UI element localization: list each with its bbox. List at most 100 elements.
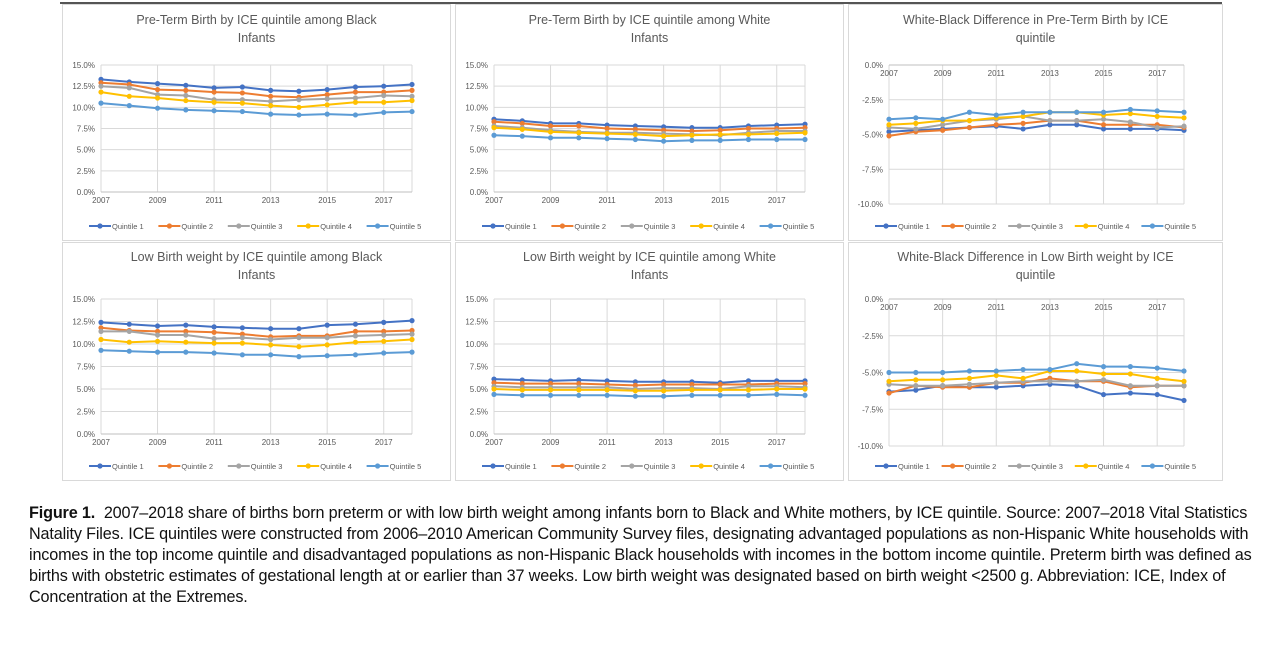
chart-title: Infants	[238, 268, 276, 282]
data-point-quintile-2	[211, 329, 217, 335]
legend-label: Quintile 4	[713, 222, 745, 231]
data-point-quintile-1	[409, 318, 415, 324]
x-tick-label: 2013	[262, 196, 280, 205]
data-point-quintile-3	[940, 383, 946, 389]
y-tick-label: 2.5%	[470, 167, 488, 176]
x-tick-label: 2015	[1095, 303, 1113, 312]
data-point-quintile-5	[1181, 109, 1187, 115]
data-point-quintile-1	[352, 84, 359, 90]
legend-label: Quintile 2	[574, 222, 606, 231]
x-tick-label: 2009	[149, 196, 167, 205]
data-point-quintile-3	[1074, 118, 1080, 124]
x-tick-label: 2007	[92, 196, 110, 205]
series-line-quintile-2	[888, 119, 1185, 137]
legend-marker-quintile-4	[305, 223, 311, 229]
data-point-quintile-2	[604, 125, 610, 132]
data-point-quintile-3	[352, 95, 359, 101]
x-tick-label: 2013	[262, 438, 280, 447]
y-tick-label: 0.0%	[470, 430, 488, 439]
data-point-quintile-3	[126, 85, 132, 91]
data-point-quintile-5	[940, 116, 946, 122]
series-line-quintile-4	[888, 111, 1185, 126]
data-point-quintile-1	[268, 87, 274, 93]
data-point-quintile-4	[774, 386, 780, 392]
data-point-quintile-3	[183, 332, 189, 338]
data-point-quintile-3	[1074, 378, 1080, 384]
figure-label: Figure 1.	[29, 504, 96, 522]
data-point-quintile-5	[352, 112, 359, 118]
y-tick-label: -7.5%	[862, 165, 883, 174]
legend-label: Quintile 2	[181, 462, 213, 471]
legend-marker-quintile-1	[97, 463, 103, 469]
data-point-quintile-2	[689, 381, 695, 388]
data-point-quintile-4	[745, 131, 752, 138]
data-point-quintile-5	[745, 392, 752, 398]
legend-marker-quintile-3	[236, 463, 242, 469]
data-point-quintile-5	[352, 352, 359, 358]
x-tick-label: 2013	[1041, 69, 1059, 78]
y-tick-label: 0.0%	[470, 188, 488, 197]
data-point-quintile-3	[324, 96, 330, 102]
x-tick-label: 2017	[1148, 69, 1166, 78]
chart-svg: Low Birth weight by ICE quintile among W…	[465, 250, 814, 471]
data-point-quintile-4	[689, 387, 695, 393]
data-point-quintile-3	[1154, 383, 1160, 389]
x-tick-label: 2009	[934, 69, 952, 78]
data-point-quintile-4	[745, 387, 752, 393]
data-point-quintile-4	[886, 378, 892, 384]
data-point-quintile-4	[239, 340, 245, 346]
data-point-quintile-1	[268, 326, 274, 332]
data-point-quintile-3	[98, 328, 104, 334]
data-point-quintile-3	[966, 381, 973, 387]
chart-title: Pre-Term Birth by ICE quintile among Whi…	[529, 13, 771, 27]
legend-label: Quintile 3	[644, 222, 676, 231]
legend-label: Quintile 1	[898, 222, 930, 231]
series-line-quintile-1	[100, 319, 413, 330]
data-point-quintile-3	[745, 383, 752, 389]
legend-label: Quintile 1	[898, 462, 930, 471]
series-line-quintile-2	[493, 381, 805, 387]
y-tick-label: 10.0%	[465, 340, 488, 349]
data-point-quintile-3	[1127, 383, 1133, 389]
legend-marker-quintile-4	[698, 223, 704, 229]
series-line-quintile-3	[888, 115, 1185, 130]
data-point-quintile-5	[661, 393, 667, 399]
series-line-quintile-3	[493, 125, 805, 137]
data-point-quintile-1	[491, 376, 497, 382]
legend-marker-quintile-2	[166, 463, 172, 469]
y-tick-label: -10.0%	[858, 200, 883, 209]
data-point-quintile-5	[154, 105, 161, 111]
series-line-quintile-4	[493, 126, 806, 138]
data-point-quintile-2	[1020, 120, 1026, 126]
data-point-quintile-4	[1181, 378, 1187, 384]
data-point-quintile-4	[491, 125, 497, 131]
data-point-quintile-4	[154, 95, 161, 101]
legend-marker-quintile-2	[166, 223, 172, 229]
data-point-quintile-4	[1100, 371, 1107, 377]
data-point-quintile-1	[352, 321, 359, 327]
chart-preterm-black: Pre-Term Birth by ICE quintile among Bla…	[62, 4, 451, 241]
data-point-quintile-5	[802, 392, 808, 398]
data-point-quintile-3	[993, 380, 999, 386]
data-point-quintile-4	[296, 104, 302, 110]
data-point-quintile-1	[126, 321, 132, 327]
data-point-quintile-5	[296, 112, 302, 118]
legend-label: Quintile 5	[1164, 222, 1196, 231]
data-point-quintile-3	[381, 332, 387, 338]
legend-marker-quintile-4	[698, 463, 704, 469]
legend-marker-quintile-5	[375, 463, 381, 469]
legend-label: Quintile 2	[574, 462, 606, 471]
series-line-quintile-5	[100, 349, 413, 358]
data-point-quintile-2	[547, 381, 554, 387]
data-point-quintile-2	[745, 125, 752, 132]
data-point-quintile-4	[661, 388, 667, 394]
data-point-quintile-1	[239, 84, 245, 90]
data-point-quintile-4	[802, 386, 808, 392]
data-point-quintile-4	[547, 387, 554, 393]
data-point-quintile-1	[409, 81, 415, 88]
chart-lbw-white: Low Birth weight by ICE quintile among W…	[455, 242, 844, 481]
data-point-quintile-1	[239, 325, 245, 331]
data-point-quintile-4	[913, 120, 919, 126]
data-point-quintile-5	[409, 349, 415, 355]
data-point-quintile-5	[98, 100, 104, 106]
